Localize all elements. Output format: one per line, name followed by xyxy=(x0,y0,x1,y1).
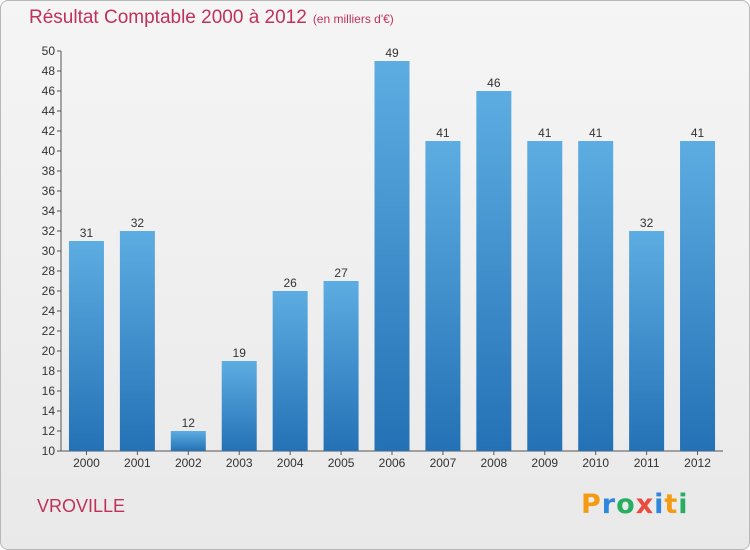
y-tick-label: 32 xyxy=(42,224,56,238)
logo-letter: i xyxy=(678,489,689,520)
y-tick-label: 18 xyxy=(42,364,56,378)
data-label-2004: 26 xyxy=(283,276,297,290)
y-tick-label: 38 xyxy=(42,164,56,178)
y-tick-label: 16 xyxy=(42,384,56,398)
chart-subtitle: (en milliers d'€) xyxy=(312,12,394,26)
data-label-2001: 32 xyxy=(131,216,145,230)
bar-2011 xyxy=(629,231,665,451)
bar-2008 xyxy=(476,91,512,451)
y-tick-label: 20 xyxy=(42,344,56,358)
data-label-2002: 12 xyxy=(182,416,196,430)
commune-name: VROVILLE xyxy=(37,496,126,516)
y-tick-label: 12 xyxy=(42,424,56,438)
bar-2003 xyxy=(221,361,257,451)
y-tick-label: 26 xyxy=(42,284,56,298)
y-tick-label: 48 xyxy=(42,64,56,78)
logo-letter: t xyxy=(664,489,679,520)
y-tick-label: 14 xyxy=(42,404,56,418)
y-tick-label: 30 xyxy=(42,244,56,258)
x-tick-label-2009: 2009 xyxy=(531,456,558,470)
x-tick-label-2000: 2000 xyxy=(73,456,100,470)
data-label-2009: 41 xyxy=(538,126,552,140)
logo-letter: P xyxy=(581,489,602,520)
y-tick-label: 24 xyxy=(42,304,56,318)
bar-2001 xyxy=(119,231,155,451)
x-tick-label-2011: 2011 xyxy=(634,456,660,470)
y-tick-label: 36 xyxy=(42,184,56,198)
data-label-2010: 41 xyxy=(589,126,603,140)
x-tick-label-2012: 2012 xyxy=(684,456,711,470)
y-tick-label: 44 xyxy=(42,104,56,118)
chart-title: Résultat Comptable 2000 à 2012 (en millie… xyxy=(29,7,394,29)
y-tick-label: 28 xyxy=(42,264,56,278)
proxiti-logo: Proxiti xyxy=(581,489,689,520)
data-label-2007: 41 xyxy=(436,126,450,140)
y-tick-label: 10 xyxy=(42,444,56,458)
x-tick-label-2010: 2010 xyxy=(582,456,609,470)
logo-letter: x xyxy=(635,489,655,520)
x-tick-label-2007: 2007 xyxy=(430,456,457,470)
x-tick-label-2001: 2001 xyxy=(124,456,151,470)
chart-title-text: Résultat Comptable 2000 à 2012 xyxy=(29,7,307,28)
logo-letter: o xyxy=(616,489,636,520)
x-tick-label-2003: 2003 xyxy=(226,456,253,470)
data-label-2005: 27 xyxy=(334,266,348,280)
data-labels: 31 32 12 19 26 27 49 41 46 41 41 32 41 xyxy=(80,46,705,430)
bar-2005 xyxy=(323,281,359,451)
logo-letter: i xyxy=(654,489,665,520)
bars xyxy=(68,61,716,451)
bar-2000 xyxy=(68,241,104,451)
x-tick-label-2002: 2002 xyxy=(175,456,202,470)
bar-2012 xyxy=(680,141,716,451)
y-tick-label: 34 xyxy=(42,204,56,218)
bar-2009 xyxy=(527,141,563,451)
y-tick-label: 42 xyxy=(42,124,56,138)
x-tick-label-2005: 2005 xyxy=(328,456,355,470)
bar-2004 xyxy=(272,291,308,451)
data-label-2008: 46 xyxy=(487,76,501,90)
y-tick-label: 40 xyxy=(42,144,56,158)
bar-2002 xyxy=(170,431,206,451)
y-tick-label: 22 xyxy=(42,324,56,338)
data-label-2000: 31 xyxy=(80,226,94,240)
y-tick-label: 50 xyxy=(42,44,56,58)
x-tick-label-2006: 2006 xyxy=(379,456,406,470)
bar-2006 xyxy=(374,61,410,451)
data-label-2003: 19 xyxy=(233,346,247,360)
data-label-2011: 32 xyxy=(640,216,654,230)
data-label-2006: 49 xyxy=(385,46,399,60)
bar-2010 xyxy=(578,141,614,451)
x-tick-label-2004: 2004 xyxy=(277,456,304,470)
bar-2007 xyxy=(425,141,461,451)
logo-letter: r xyxy=(601,489,617,520)
data-label-2012: 41 xyxy=(691,126,705,140)
x-tick-label-2008: 2008 xyxy=(480,456,507,470)
y-tick-label: 46 xyxy=(42,84,56,98)
